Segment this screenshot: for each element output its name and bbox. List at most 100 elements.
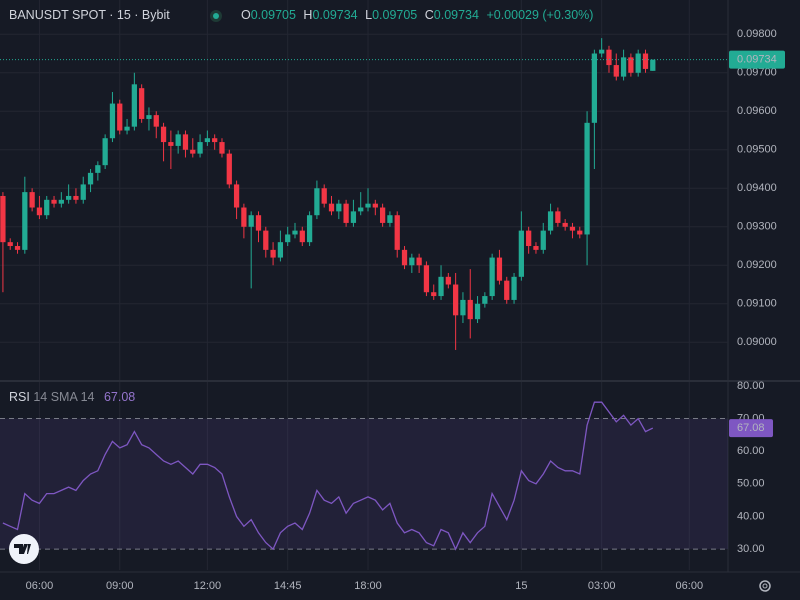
candle-body xyxy=(109,103,116,139)
candle-body xyxy=(66,195,72,200)
candle-body xyxy=(197,142,203,154)
candle-body xyxy=(650,59,656,71)
candle-body xyxy=(489,257,495,297)
candle-body xyxy=(233,184,240,208)
y-tick-label: 80.00 xyxy=(737,380,765,392)
candle-body xyxy=(518,230,524,277)
candle-body xyxy=(285,234,291,243)
candle-body xyxy=(73,195,79,200)
candle-body xyxy=(248,215,254,227)
x-tick-label: 06:00 xyxy=(26,580,54,592)
candle-body xyxy=(226,153,232,185)
rsi-legend: RSI 14 SMA 14 67.08 xyxy=(9,390,135,404)
candle-body xyxy=(80,184,86,200)
tv-logo[interactable] xyxy=(9,534,39,564)
logo-mark[interactable] xyxy=(14,544,31,554)
candle-body xyxy=(511,276,517,300)
rsi-band xyxy=(0,418,728,550)
candle-body xyxy=(146,115,152,119)
symbol-title: BANUSDT SPOT · 15 · Bybit xyxy=(9,8,170,22)
x-tick-label: 06:00 xyxy=(676,580,704,592)
plot-layer: 06:00 09:00 12:00 14:45 18:00 15 03:00 06:00 0.0… xyxy=(0,0,785,592)
candle-body xyxy=(306,215,313,243)
candle-body xyxy=(504,280,510,300)
candle-body xyxy=(474,303,481,320)
candle-body xyxy=(321,188,327,204)
candle-body xyxy=(547,211,554,231)
candle-body xyxy=(190,149,196,154)
candle-body xyxy=(241,207,247,227)
candle-body xyxy=(431,292,437,297)
candle-body xyxy=(139,88,145,119)
candle-body xyxy=(7,242,13,247)
candle-body xyxy=(14,246,21,250)
candle-body xyxy=(95,165,101,173)
candle-body xyxy=(182,134,189,150)
candle-body xyxy=(358,207,364,212)
rsi-params: 14 SMA 14 xyxy=(33,390,94,404)
candle-body xyxy=(394,215,400,250)
ohlc-key: H xyxy=(303,8,312,22)
candle-body xyxy=(22,192,28,250)
candle-body xyxy=(131,84,137,127)
candle-body xyxy=(628,57,634,73)
candle-body xyxy=(336,203,342,212)
candle-body xyxy=(613,65,619,77)
candle-body xyxy=(453,284,459,316)
candle-body xyxy=(204,138,211,143)
x-tick-label: 15 xyxy=(515,580,527,592)
y-tick-label: 0.09000 xyxy=(737,336,777,348)
candle-body xyxy=(292,230,298,235)
status-dot xyxy=(213,13,219,19)
candle-body xyxy=(350,211,357,223)
y-tick-label: 0.09100 xyxy=(737,298,777,310)
candle-body xyxy=(569,226,576,231)
candle-body xyxy=(591,53,598,123)
candle-body xyxy=(482,296,488,304)
candle-body xyxy=(270,249,276,258)
candle-body xyxy=(212,138,218,143)
candle-body xyxy=(343,203,349,223)
candle-body xyxy=(496,257,503,281)
gear-hub[interactable] xyxy=(762,583,768,589)
candle-body xyxy=(87,172,94,185)
candle-body xyxy=(175,134,181,146)
y-tick-label: 30.00 xyxy=(737,543,765,555)
ohlc-key: C xyxy=(425,8,434,22)
ohlc-value: 0.09705 xyxy=(372,8,417,22)
x-tick-label: 14:45 xyxy=(274,580,302,592)
candle-body xyxy=(401,249,408,266)
ohlc-value: 0.09705 xyxy=(251,8,296,22)
candle-body xyxy=(372,203,378,208)
candle-body xyxy=(526,230,532,247)
y-tick-label: 50.00 xyxy=(737,478,765,490)
candle-body xyxy=(277,242,284,258)
rsi-value: 67.08 xyxy=(104,390,135,404)
candle-body xyxy=(328,203,335,212)
candle-body xyxy=(562,222,568,227)
candle-body xyxy=(584,122,590,235)
ohlc-legend: O0.09705 H0.09734 L0.09705 C0.09734 +0.0… xyxy=(241,8,593,22)
candle-body xyxy=(168,142,174,146)
x-tick-label: 12:00 xyxy=(194,580,222,592)
candle-body xyxy=(438,276,444,297)
candle-body xyxy=(379,207,386,223)
gear[interactable] xyxy=(759,580,771,592)
rsi-value-label: 67.08 xyxy=(737,422,765,434)
rsi-value-tag xyxy=(729,419,773,438)
candle-body xyxy=(606,49,612,66)
x-tick-label: 09:00 xyxy=(106,580,134,592)
change-value: +0.00029 (+0.30%) xyxy=(486,8,593,22)
candle-body xyxy=(255,215,262,231)
candle-body xyxy=(533,246,539,250)
ohlc-value: 0.09734 xyxy=(434,8,479,22)
ohlc-value: 0.09734 xyxy=(312,8,357,22)
y-tick-label: 60.00 xyxy=(737,445,765,457)
candle-body xyxy=(445,276,451,285)
y-tick-label: 40.00 xyxy=(737,510,765,522)
y-tick-label: 0.09800 xyxy=(737,28,777,40)
candle-body xyxy=(540,230,546,250)
y-tick-label: 0.09500 xyxy=(737,144,777,156)
y-tick-label: 0.09600 xyxy=(737,105,777,117)
settings-icon[interactable] xyxy=(759,580,771,592)
